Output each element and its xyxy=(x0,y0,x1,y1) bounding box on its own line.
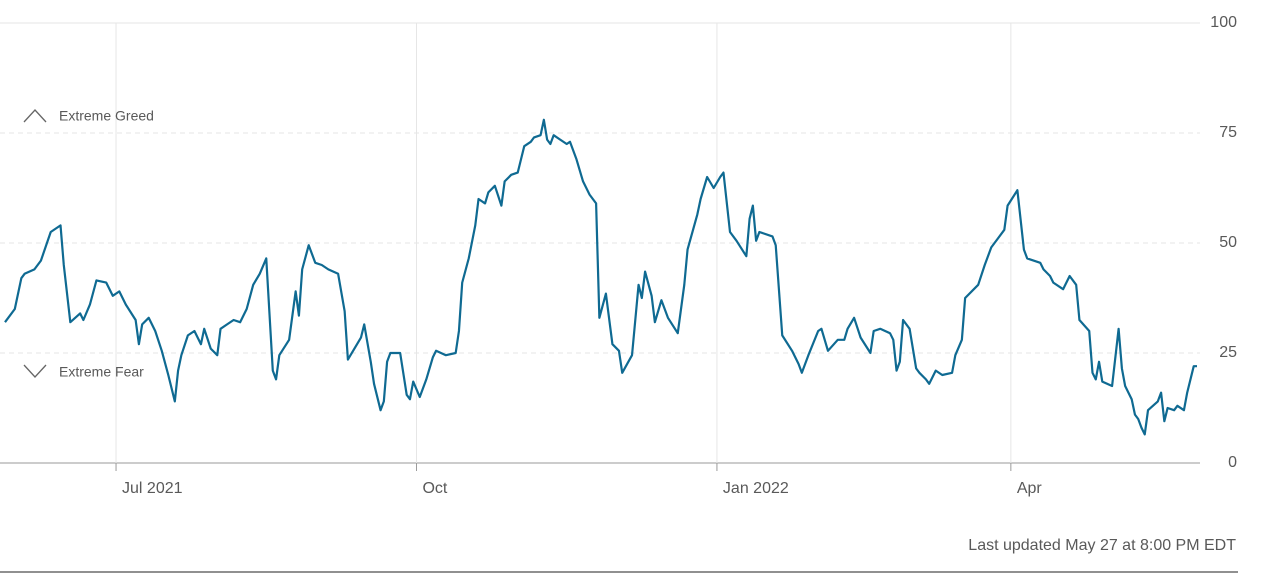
x-tick-label: Jan 2022 xyxy=(723,480,789,497)
x-tick-label: Oct xyxy=(422,480,447,497)
greed-icon xyxy=(23,109,47,123)
fear-icon xyxy=(23,364,47,378)
y-tick-label: 50 xyxy=(1219,234,1237,251)
annotation: Extreme Greed xyxy=(59,108,154,124)
x-tick-label: Jul 2021 xyxy=(122,480,183,497)
y-tick-label: 0 xyxy=(1228,454,1237,471)
y-tick-label: 25 xyxy=(1219,344,1237,361)
x-tick-label: Apr xyxy=(1017,480,1043,497)
footnote: Last updated May 27 at 8:00 PM EDT xyxy=(968,537,1236,554)
y-tick-label: 75 xyxy=(1219,124,1237,141)
line xyxy=(4,118,1197,436)
annotation: Extreme Fear xyxy=(59,364,144,380)
y-tick-label: 100 xyxy=(1210,14,1237,31)
